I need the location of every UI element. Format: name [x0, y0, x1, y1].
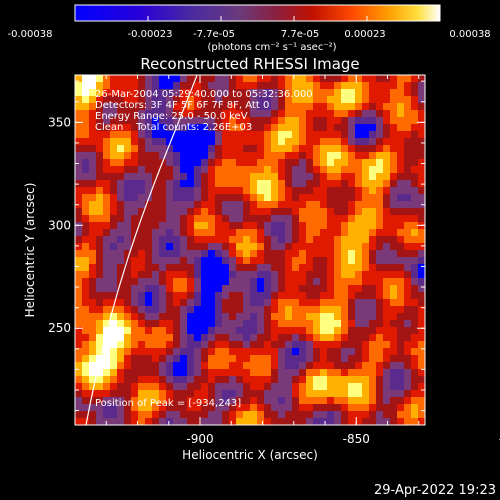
peak-position-text: Position of Peak = [-934,243]	[95, 398, 241, 409]
colorbar-tick-marks	[74, 16, 441, 21]
colorbar-unit-label: (photons cm⁻² s⁻¹ asec⁻²)	[207, 42, 336, 53]
info-line-detectors: Detectors: 3F 4F 5F 6F 7F 8F, Att 0	[95, 100, 269, 111]
x-axis-label: Heliocentric X (arcsec)	[182, 448, 318, 462]
info-line-energy: Energy Range: 25.0 - 50.0 keV	[95, 111, 248, 122]
x-tick-labels: -900 -850 -800	[186, 432, 500, 446]
colorbar-tick-label: 7.7e-05	[281, 29, 319, 40]
colorbar-gradient	[74, 4, 441, 22]
x-tick-label: -900	[186, 432, 213, 446]
colorbar: -0.00038 -0.00023 -7.7e-05 7.7e-05 0.00023 0.…	[8, 4, 491, 53]
y-tick-labels: 350 300 250	[48, 115, 71, 335]
x-tick-label: -800	[499, 432, 500, 446]
y-tick-label: 350	[48, 115, 71, 129]
y-tick-label: 250	[48, 321, 71, 335]
info-line-time: 26-Mar-2004 05:29:40.000 to 05:32:36.000	[95, 89, 313, 100]
plot-frame	[74, 74, 426, 426]
image-title: Reconstructed RHESSI Image	[140, 55, 359, 73]
colorbar-tick-label: 0.00038	[449, 29, 490, 40]
image-plot	[74, 74, 426, 426]
x-tick-label: -850	[343, 432, 370, 446]
colorbar-tick-labels: -0.00038 -0.00023 -7.7e-05 7.7e-05 0.00023 0.…	[8, 29, 491, 40]
footer-timestamp: 29-Apr-2022 19:23	[374, 483, 496, 498]
axis-tick-marks	[75, 75, 425, 425]
y-tick-label: 300	[48, 218, 71, 232]
info-line-counts: Clean Total counts: 2.26E+03	[95, 122, 252, 133]
solar-limb-curve	[85, 75, 198, 425]
colorbar-tick-label: 0.00023	[344, 29, 385, 40]
y-axis-label: Heliocentric Y (arcsec)	[23, 183, 37, 318]
colorbar-tick-label: -0.00023	[128, 29, 173, 40]
colorbar-tick-label: -0.00038	[8, 29, 53, 40]
heatmap-pixels	[75, 75, 425, 425]
colorbar-tick-label: -7.7e-05	[193, 29, 235, 40]
image-info: 26-Mar-2004 05:29:40.000 to 05:32:36.000…	[95, 89, 313, 409]
